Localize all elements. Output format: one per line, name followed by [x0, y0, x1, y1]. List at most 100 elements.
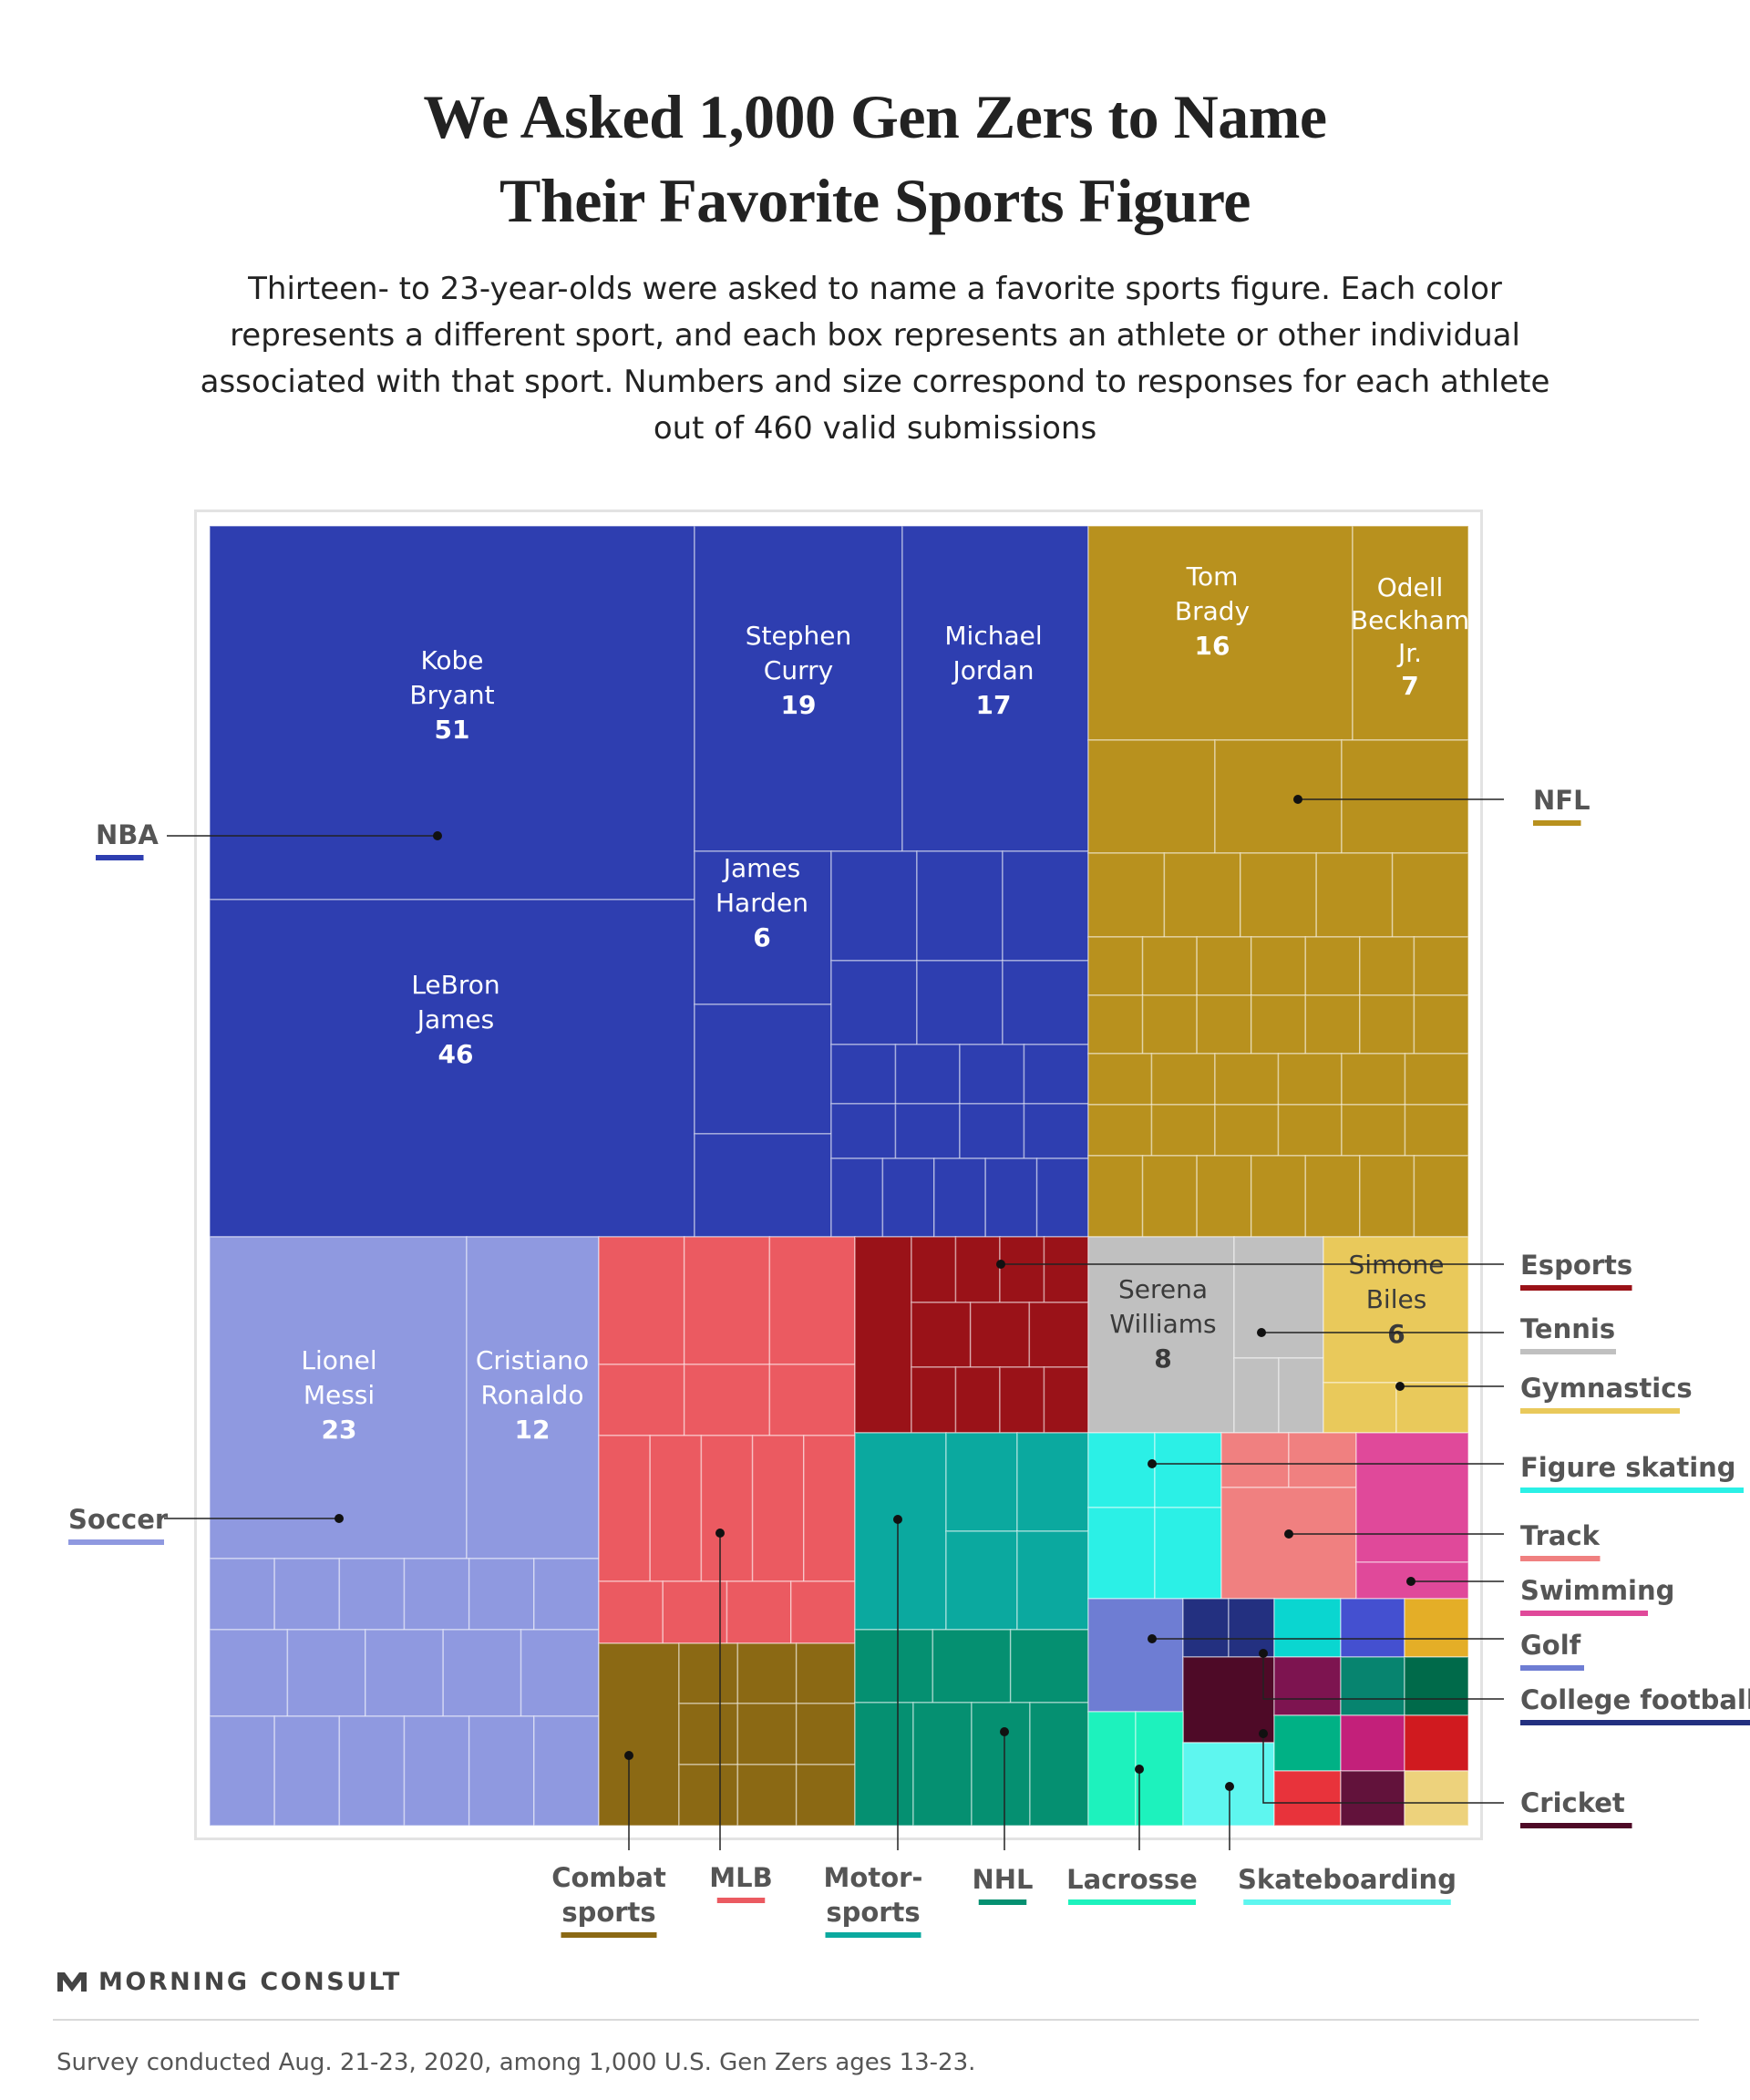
treemap-frame [194, 510, 1483, 1840]
nfl-r3-cell-0-2 [1196, 936, 1252, 996]
athlete-name: LeBron [411, 970, 499, 1000]
legend-motorsports: Motor-sports [824, 1515, 922, 1938]
athlete-label-lionel-messi: Lionel Messi 23 [301, 1345, 376, 1445]
legend-label: Golf [1520, 1630, 1581, 1661]
legend-swatch [1520, 1823, 1632, 1828]
athlete-label-kobe-bryant: Kobe Bryant 51 [409, 645, 494, 745]
legend-label: MLB [709, 1862, 772, 1893]
legend-label: Lacrosse [1066, 1864, 1198, 1895]
logo-mark-icon [57, 1972, 87, 1992]
mot-r2-cell-0-0 [945, 1530, 1018, 1631]
mlb-r4-cell-0-3 [790, 1580, 856, 1644]
lac-cell-0-0 [1087, 1711, 1137, 1827]
misc-cell-sand [1404, 1770, 1469, 1827]
nba-r2-cell-0-1 [916, 960, 1004, 1045]
legend-swatch [1520, 1556, 1601, 1561]
legend-swatch [1533, 820, 1581, 826]
soc-r3-cell-0-5 [533, 1715, 600, 1827]
nba-r4-cell-0-1 [894, 1103, 961, 1159]
cf-cell-b [1228, 1598, 1275, 1658]
mot-r2-cell-0-1 [1016, 1530, 1089, 1631]
legend-swatch [978, 1899, 1027, 1905]
soc-r1-cell-0-5 [533, 1558, 600, 1631]
athlete-name: Serena [1118, 1274, 1208, 1304]
legend-nhl: NHL [972, 1727, 1034, 1905]
leader-dot [1284, 1529, 1293, 1539]
legend-label: College football [1520, 1684, 1750, 1715]
legend-swatch [561, 1932, 657, 1938]
leader-dot [624, 1751, 633, 1760]
legend-label: Skateboarding [1238, 1864, 1457, 1895]
nfl-r2-cell-0-0 [1087, 852, 1166, 938]
nba-r3-cell-0-2 [959, 1044, 1025, 1105]
leader-dot [335, 1514, 344, 1523]
cell-kobe-bryant [209, 525, 695, 901]
nfl-r3-cell-0-4 [1304, 936, 1361, 996]
misc-cell-cyan [1273, 1598, 1342, 1658]
soc-r1-cell-0-0 [209, 1558, 275, 1631]
legend-label: Esports [1520, 1250, 1632, 1281]
legend-label: Combat [551, 1862, 666, 1893]
leader-dot [1406, 1577, 1415, 1586]
nfl-r1-cell-0-2 [1341, 739, 1469, 854]
soc-r1-cell-0-1 [273, 1558, 341, 1631]
combat-cell-big [598, 1642, 680, 1827]
nfl-r5-cell-0-4 [1341, 1053, 1406, 1106]
athlete-label-tom-brady: Tom Brady 16 [1175, 561, 1250, 661]
leader-dot [1293, 795, 1302, 804]
mlb-r2-cell-0-1 [683, 1364, 771, 1436]
nba-r1-cell-0-0 [830, 850, 918, 962]
leader-dot [1259, 1729, 1268, 1738]
esp-r1-cell-0-1 [954, 1236, 1001, 1303]
mot-r1-cell-0-0 [945, 1432, 1018, 1532]
nba-r5-cell-0-4 [1035, 1158, 1089, 1238]
nba-r3-cell-0-3 [1023, 1044, 1089, 1105]
soc-r1-cell-0-2 [338, 1558, 406, 1631]
athlete-label-stephen-curry: Stephen Curry 19 [746, 621, 851, 720]
nfl-r2-cell-0-1 [1163, 852, 1241, 938]
title-line-2: Their Favorite Sports Figure [499, 166, 1251, 235]
legend-label: Track [1520, 1520, 1601, 1551]
legend-swatch [68, 1539, 164, 1545]
athlete-value: 23 [322, 1415, 357, 1445]
nfl-r1-cell-0-1 [1214, 739, 1343, 854]
swim-cell-a [1355, 1432, 1469, 1563]
athlete-name: Brady [1175, 596, 1250, 626]
gym-cell-a [1323, 1382, 1397, 1434]
athlete-name: Odell [1377, 572, 1444, 602]
athlete-value: 19 [781, 690, 817, 720]
leader-dot [1148, 1459, 1157, 1468]
mlb-r1-cell-0-2 [768, 1236, 856, 1365]
fs-r2-cell-0-0 [1087, 1507, 1156, 1600]
athlete-name: Stephen [746, 621, 851, 651]
legend-golf: Golf [1148, 1630, 1584, 1671]
legend-swatch [1243, 1899, 1451, 1905]
mlb-r4-cell-0-0 [598, 1580, 664, 1644]
athlete-name: Beckham [1351, 605, 1469, 635]
mlb-r1-cell-0-0 [598, 1236, 685, 1365]
soc-r2-cell-0-3 [442, 1629, 522, 1717]
athlete-value: 7 [1401, 671, 1418, 701]
misc-cell-teal [1340, 1656, 1405, 1716]
fs-r1-cell-0-0 [1087, 1432, 1156, 1508]
treemap-chart: Kobe Bryant 51 LeBron James 46 Stephen Curry 19 M… [68, 525, 1750, 1938]
nfl-r4-cell-0-5 [1359, 994, 1415, 1055]
nfl-r6-cell-0-0 [1087, 1104, 1153, 1157]
cmb-r2-cell-0-2 [795, 1703, 856, 1765]
nfl-r3-cell-0-5 [1359, 936, 1415, 996]
nfl-r3-cell-0-0 [1087, 936, 1144, 996]
legend-swatch [716, 1898, 766, 1903]
cmb-r3-cell-0-1 [736, 1764, 798, 1827]
nba-r3-cell-0-0 [830, 1044, 897, 1105]
legend-label: NBA [96, 819, 159, 850]
nfl-r2-cell-0-4 [1391, 852, 1469, 938]
legend-label: Soccer [68, 1504, 169, 1535]
nfl-r4-cell-0-3 [1250, 994, 1307, 1055]
leader-dot [1148, 1634, 1157, 1643]
nba-r2-cell-0-2 [1002, 960, 1089, 1045]
misc-cell-green [1273, 1714, 1342, 1772]
soc-r1-cell-0-4 [468, 1558, 535, 1631]
athlete-label-lebron-james: LeBron James 46 [411, 970, 499, 1069]
logo-text: MORNING CONSULT [98, 1967, 402, 1996]
misc-cell-gold [1404, 1598, 1469, 1658]
